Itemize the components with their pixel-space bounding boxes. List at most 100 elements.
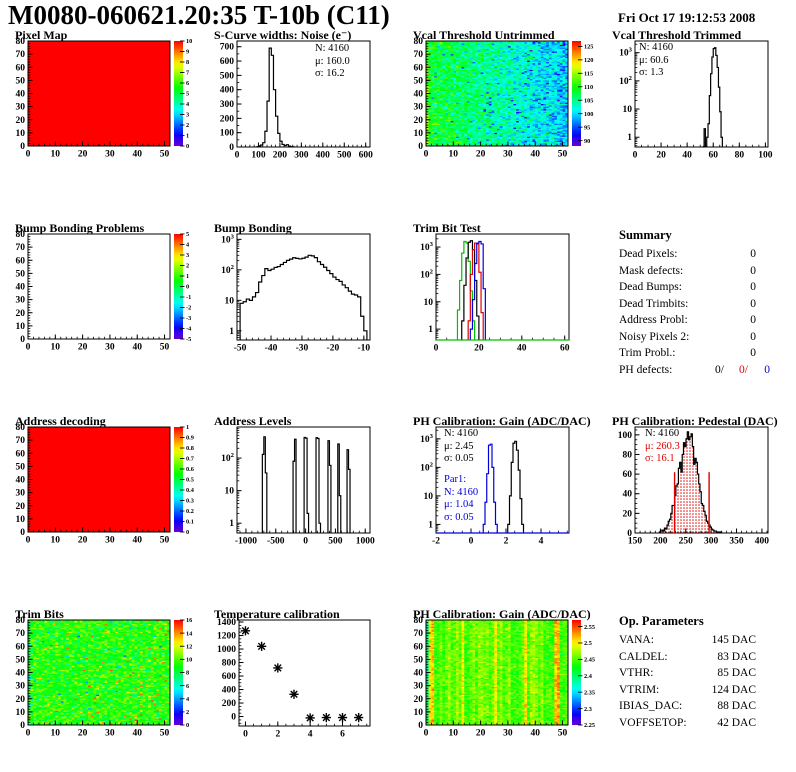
tick-label: 100 [618, 431, 633, 441]
stats-line: N: 4160 [444, 486, 479, 498]
tick-label: 10 [414, 129, 424, 139]
tick-label: 2 [186, 122, 189, 129]
tick-label: 14 [186, 630, 193, 637]
tick-label: 40 [530, 150, 540, 160]
row-value: 0 [750, 281, 756, 293]
histogram-series [507, 440, 525, 533]
timestamp: Fri Oct 17 19:12:53 2008 [618, 10, 756, 25]
tick-label: 20 [78, 729, 88, 739]
tick-label: 80 [16, 37, 26, 47]
tick-label: 40 [16, 90, 26, 100]
panel-title: PH Calibration: Gain (ADC/DAC) [413, 607, 591, 621]
tick-label: 70 [414, 50, 424, 60]
tick-label: 70 [16, 50, 26, 60]
star-marker [274, 664, 282, 672]
tick-label: 103 [420, 433, 434, 445]
tick-label: 0 [26, 536, 31, 546]
tick-label: -20 [327, 344, 340, 354]
tick-label: 0 [20, 335, 25, 345]
summary-panel: Summary Dead Pixels: 0 Mask defects: 0 Dead B… [619, 228, 782, 380]
tick-label: 0 [20, 721, 25, 731]
plot-frame [238, 619, 371, 727]
tick-label: -5 [186, 336, 191, 343]
text-row: Noisy Pixels 2: 0 [619, 331, 782, 348]
plot-svg: 150 200 250 300 350 400 0 20 40 60 80 100 [618, 426, 769, 547]
stats-line: μ: 160.0 [315, 55, 350, 67]
tick-label: 20 [476, 150, 486, 160]
heatmap-canvas [28, 234, 170, 339]
panel-op-parameters: Op. Parameters VANA: 145 DAC CALDEL: 83 DAC V… [599, 607, 796, 772]
panel-trim-bit-test: Trim Bit Test 0 20 40 60 1 10 102 103 [400, 221, 597, 411]
tick-label: 103 [619, 47, 633, 59]
tick-label: 0.5 [186, 477, 194, 484]
panel-title: Temperature calibration [214, 607, 340, 621]
tick-label: 10 [186, 657, 192, 664]
tick-label: 30 [414, 682, 424, 692]
tick-label: 2.4 [584, 673, 593, 680]
row-value: 83 DAC [717, 650, 756, 663]
tick-label: 0.2 [186, 508, 194, 515]
tick-label: 50 [16, 655, 26, 665]
plot-svg: 0 10 20 30 40 50 0 10 20 30 40 50 60 70 80 0 2 4 6 8 10 12 14 1… [16, 616, 194, 739]
heatmap-canvas [28, 620, 170, 725]
tick-label: 20 [414, 695, 424, 705]
tick-label: -1 [186, 294, 191, 301]
tick-label: 30 [503, 150, 513, 160]
colorbar [572, 41, 581, 146]
tick-label: 1200 [217, 632, 236, 642]
plot-svg: 0 2 4 6 0 200 400 600 800 1000 1200 1400 [217, 618, 371, 740]
text-row: VTHR: 85 DAC [619, 667, 782, 684]
tick-label: 40 [517, 344, 527, 354]
panel-ph-calibration-gain-hist: PH Calibration: Gain (ADC/DAC) -2 0 2 4 1 10 10… [400, 414, 597, 604]
row-value: 0 [750, 347, 756, 359]
tick-label: 50 [160, 150, 170, 160]
tick-label: 0.8 [186, 445, 194, 452]
tick-label: 12 [186, 643, 192, 650]
text-row: Trim Probl.: 0 [619, 347, 782, 364]
tick-label: 60 [623, 470, 633, 480]
tick-label: 1 [229, 327, 234, 337]
tick-label: 0 [186, 284, 189, 291]
tick-label: 400 [316, 151, 331, 161]
tick-label: 0.4 [186, 487, 195, 494]
tick-label: 10 [449, 150, 459, 160]
tick-label: 300 [704, 537, 719, 547]
panel-bump-bonding-problems: Bump Bonding Problems 0 10 20 30 40 50 0 10 20 30 4… [2, 221, 199, 411]
tick-label: -50 [234, 344, 247, 354]
tick-label: 1000 [356, 537, 375, 547]
tick-label: 4 [186, 696, 190, 703]
tick-label: 400 [220, 86, 235, 96]
histogram-series [255, 47, 296, 148]
row-label: Noisy Pixels 2: [619, 330, 690, 343]
row-value: 0 [750, 248, 756, 260]
tick-label: 115 [584, 71, 593, 78]
tick-label: 102 [420, 268, 434, 280]
panel-title: Address Levels [214, 414, 292, 428]
tick-label: 6 [340, 730, 345, 740]
tick-label: 102 [619, 75, 633, 87]
heatmap-canvas [28, 41, 170, 146]
tick-label: 30 [105, 150, 115, 160]
tick-label: 50 [160, 729, 170, 739]
tick-label: 100 [251, 151, 265, 161]
row-value: 145 DAC [711, 634, 756, 646]
tick-label: 10 [623, 105, 633, 115]
tick-label: 60 [16, 63, 26, 73]
tick-label: 20 [78, 536, 88, 546]
tick-label: 1 [186, 133, 189, 140]
stats-box: Par1: N: 4160 μ: 1.04 σ: 0.05 [444, 474, 478, 524]
tick-label: 150 [628, 537, 643, 547]
panel-title: Bump Bonding [214, 221, 292, 235]
tick-label: 2.5 [584, 640, 592, 647]
tick-label: 0 [434, 344, 439, 354]
heatmap-canvas [426, 41, 568, 146]
panel-title: Vcal Threshold Untrimmed [413, 28, 555, 42]
row-value: 85 DAC [717, 667, 756, 679]
stats-box: N: 4160 μ: 160.0 σ: 16.2 [315, 43, 350, 81]
colorbar [174, 234, 183, 339]
plot-svg: 0 10 20 30 40 50 0 10 20 30 40 50 60 70 80 0 0.1 0.2 0.3 0.… [16, 423, 195, 546]
tick-label: 800 [222, 659, 237, 669]
panel-title: Trim Bit Test [413, 221, 481, 235]
stats-line: μ: 2.45 [444, 440, 474, 452]
tick-label: 10 [225, 296, 235, 306]
